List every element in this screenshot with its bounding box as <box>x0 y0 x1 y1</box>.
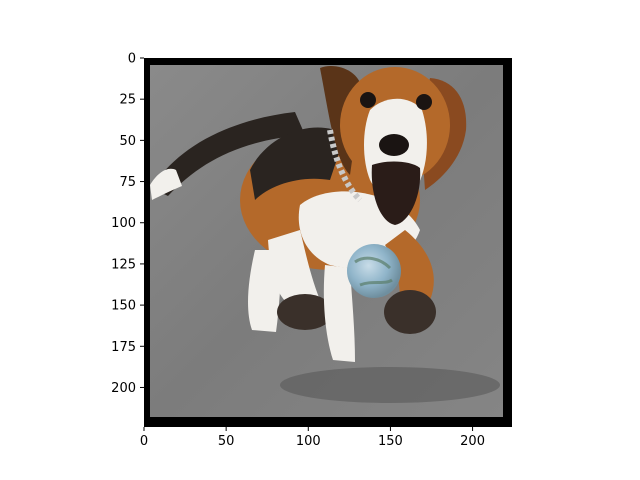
ball-pattern <box>354 256 393 287</box>
x-tick-label: 100 <box>296 434 321 449</box>
dog-back-saddle <box>250 127 345 200</box>
y-tick-label: 100 <box>111 216 136 231</box>
y-tick-label: 150 <box>111 299 136 314</box>
dog-photo <box>150 65 503 417</box>
dog-front-leg-left <box>268 230 320 305</box>
dog-eye-left <box>360 92 376 108</box>
dog-nose <box>379 134 409 156</box>
y-tick-label: 50 <box>119 134 136 149</box>
dog-mouth <box>371 161 421 225</box>
x-tick-label: 50 <box>218 434 235 449</box>
x-tick-label: 0 <box>140 434 148 449</box>
x-tick-label: 200 <box>460 434 485 449</box>
dog-collar <box>327 129 363 203</box>
dog-paw-right <box>384 290 436 334</box>
y-tick-label: 25 <box>119 93 136 108</box>
dog-front-leg-right <box>385 230 434 300</box>
x-tick-label: 150 <box>378 434 403 449</box>
ball <box>347 244 401 298</box>
dog-eye-right <box>416 94 432 110</box>
dog-shadow <box>280 367 500 403</box>
y-tick-label: 200 <box>111 381 136 396</box>
dog-tail <box>152 112 305 196</box>
y-tick-label: 125 <box>111 257 136 272</box>
dog-tail-tip <box>150 168 182 200</box>
dog-paw-left <box>277 294 333 330</box>
dog-middle-leg <box>323 265 355 362</box>
y-tick-label: 0 <box>128 52 136 67</box>
y-axis: 0 25 50 75 100 125 150 175 200 <box>111 52 144 396</box>
y-tick-label: 175 <box>111 340 136 355</box>
y-tick-label: 75 <box>119 175 136 190</box>
x-axis: 0 50 100 150 200 <box>140 427 485 449</box>
